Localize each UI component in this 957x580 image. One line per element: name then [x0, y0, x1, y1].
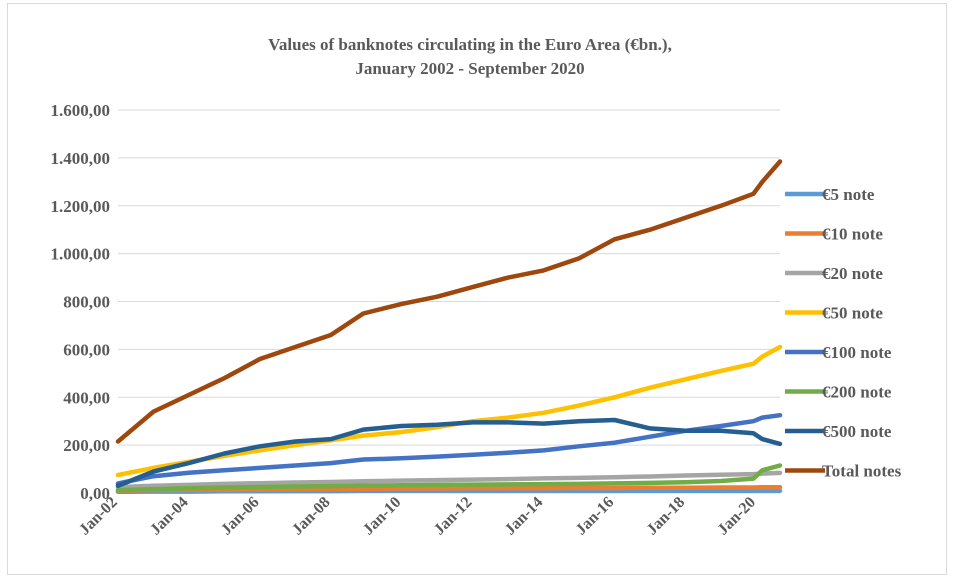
y-tick-label: 800,00 — [63, 293, 110, 312]
y-tick-label: 200,00 — [63, 436, 110, 455]
x-tick-label: Jan-20 — [714, 494, 759, 539]
x-tick-label: Jan-10 — [360, 494, 405, 539]
x-tick-label: Jan-16 — [573, 494, 618, 539]
x-tick-label: Jan-14 — [502, 494, 547, 539]
y-tick-label: 1.600,00 — [51, 101, 111, 120]
legend-label: €500 note — [822, 422, 892, 441]
series-lines — [115, 159, 783, 495]
chart-svg: Values of banknotes circulating in the E… — [51, 35, 902, 539]
legend: €5 note €10 note €20 note €50 note €100 note… — [785, 185, 902, 481]
y-tick-label: 1.000,00 — [51, 245, 111, 264]
legend-label: €50 note — [822, 304, 883, 323]
y-tick-label: 600,00 — [63, 340, 110, 359]
x-tick-label: Jan-12 — [431, 494, 476, 539]
legend-label: Total notes — [822, 462, 902, 481]
gridlines — [118, 109, 780, 446]
y-tick-label: 1.200,00 — [51, 197, 111, 216]
y-tick-label: 0,00 — [80, 484, 110, 503]
chart-frame: Values of banknotes circulating in the E… — [7, 3, 947, 575]
series-line-200-note — [115, 463, 783, 493]
legend-label: €10 note — [822, 225, 883, 244]
x-tick-label: Jan-04 — [147, 494, 192, 539]
legend-label: €5 note — [822, 185, 875, 204]
legend-label: €20 note — [822, 264, 883, 283]
x-tick-label: Jan-06 — [218, 494, 263, 539]
x-tick-label: Jan-08 — [289, 494, 334, 539]
series-line-20-note — [115, 470, 783, 490]
series-line-500-note — [115, 417, 783, 489]
legend-label: €200 note — [822, 383, 892, 402]
legend-label: €100 note — [822, 343, 892, 362]
y-tick-label: 400,00 — [63, 388, 110, 407]
y-tick-label: 1.400,00 — [51, 149, 111, 168]
chart-title: Values of banknotes circulating in the E… — [268, 35, 672, 54]
x-tick-label: Jan-18 — [644, 494, 689, 539]
y-axis-ticks: 0,00 200,00 400,00 600,00 800,00 1.000,00 1.20… — [51, 101, 111, 503]
series-line-100-note — [115, 412, 783, 486]
series-line-total-notes — [115, 159, 783, 444]
chart-subtitle: January 2002 - September 2020 — [355, 59, 584, 78]
x-axis-ticks: Jan-02 Jan-04 Jan-06 Jan-08 Jan-10 Jan-12 Jan-… — [76, 494, 759, 539]
